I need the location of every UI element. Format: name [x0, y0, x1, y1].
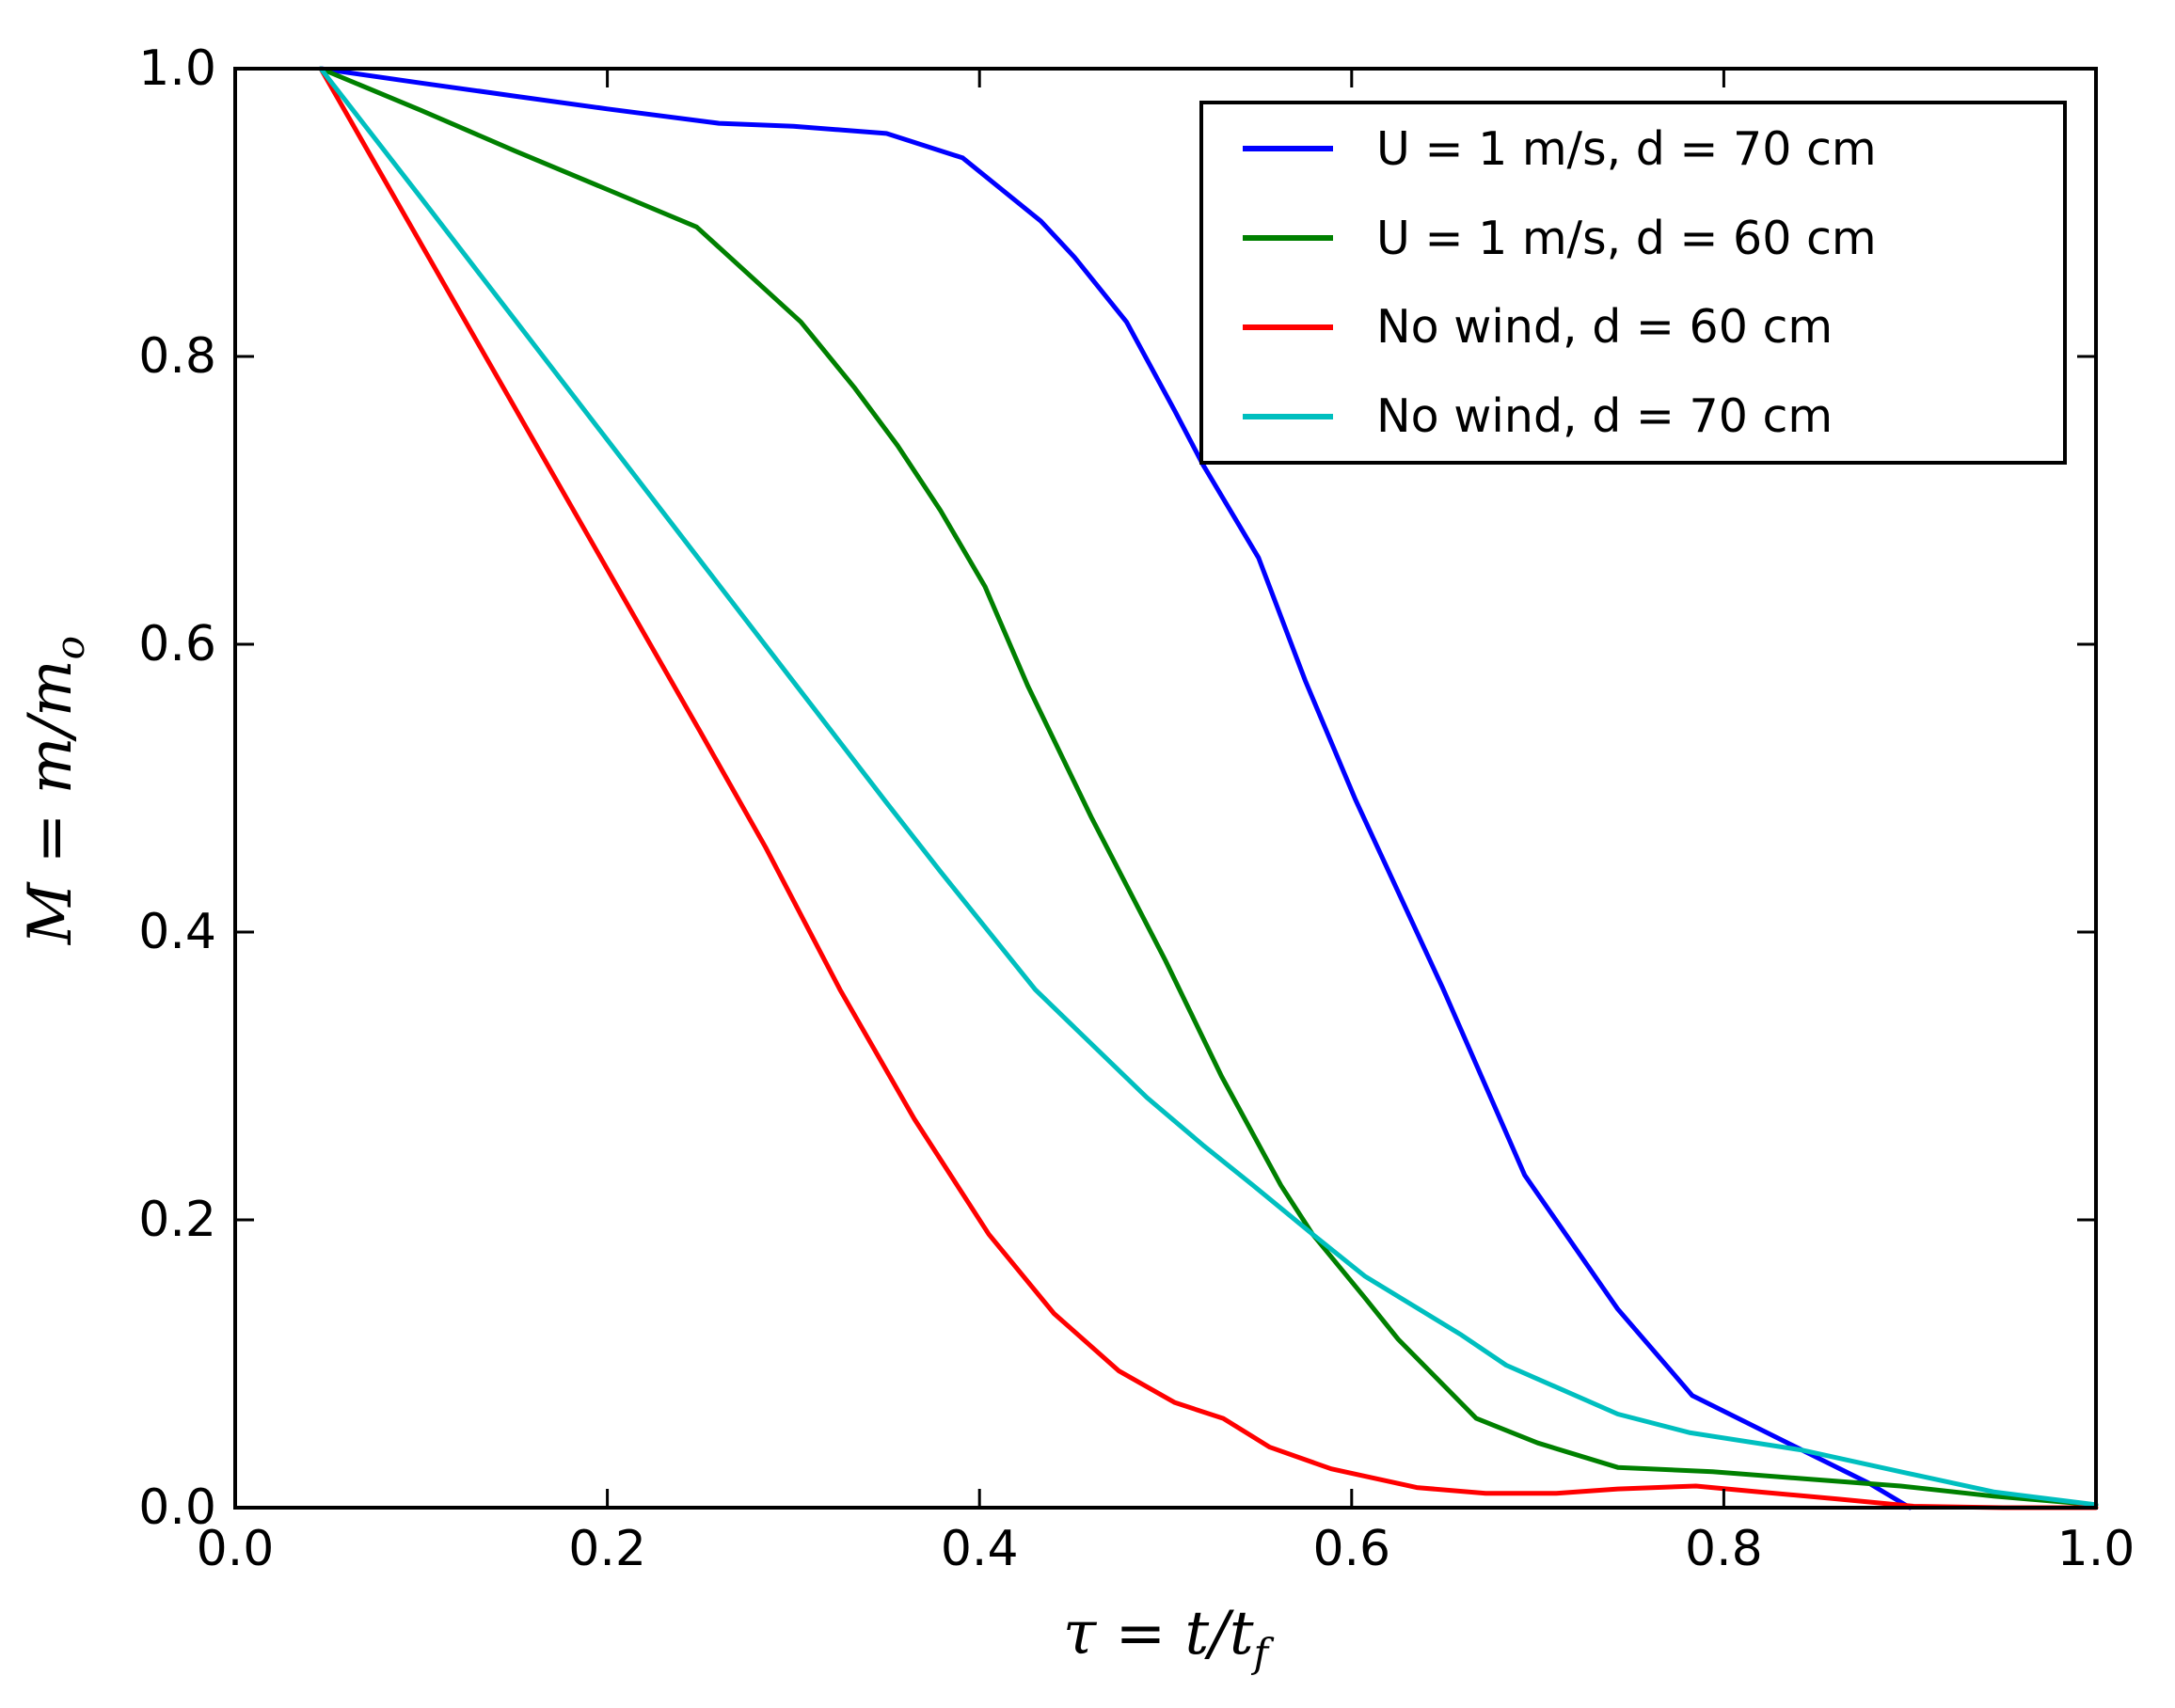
legend-label: U = 1 m/s, d = 70 cm	[1376, 121, 1877, 176]
axes-frame	[233, 67, 2098, 1510]
y-tick-label-0.0: 0.0	[138, 1479, 216, 1536]
legend-line-swatch-cyan	[1243, 413, 1333, 419]
x-tick-label-0.8: 0.8	[1685, 1521, 1763, 1577]
y-tick-label-0.8: 0.8	[138, 328, 216, 385]
series-line-nowind-d60	[318, 66, 2099, 1510]
legend-entry-u1-d70: U = 1 m/s, d = 70 cm	[1203, 104, 2063, 194]
legend-line-swatch-green	[1243, 235, 1333, 242]
y-tick-label-1.0: 1.0	[138, 40, 216, 97]
legend-entry-nowind-d60: No wind, d = 60 cm	[1203, 283, 2063, 372]
series-line-u1-d60	[318, 66, 2099, 1508]
x-axis-label-subscript: f	[1253, 1629, 1269, 1676]
legend-label: No wind, d = 70 cm	[1376, 389, 1834, 444]
series-line-nowind-d70	[318, 66, 2099, 1508]
y-axis-label: M = m/mo	[16, 636, 93, 944]
x-tick-label-0.4: 0.4	[940, 1521, 1019, 1577]
series-line-u1-d70	[318, 66, 1913, 1510]
x-tick-label-0.6: 0.6	[1312, 1521, 1391, 1577]
x-tick-label-0.2: 0.2	[568, 1521, 646, 1577]
y-tick-label-0.2: 0.2	[138, 1192, 216, 1248]
legend-label: U = 1 m/s, d = 60 cm	[1376, 211, 1877, 265]
y-axis-label-main: M = m/m	[16, 659, 87, 945]
x-axis-label: τ = t/tf	[1063, 1599, 1268, 1676]
x-axis-label-main: τ = t/t	[1062, 1599, 1254, 1668]
y-axis-label-subscript: o	[46, 635, 93, 660]
y-tick-label-0.6: 0.6	[138, 616, 216, 672]
y-tick-label-0.4: 0.4	[138, 904, 216, 960]
legend-entry-u1-d60: U = 1 m/s, d = 60 cm	[1203, 194, 2063, 283]
x-tick-label-1.0: 1.0	[2056, 1521, 2135, 1577]
legend-entry-nowind-d70: No wind, d = 70 cm	[1203, 372, 2063, 461]
legend-box: U = 1 m/s, d = 70 cm U = 1 m/s, d = 60 c…	[1199, 101, 2067, 465]
legend-line-swatch-blue	[1243, 146, 1333, 152]
x-tick-label-0.0: 0.0	[196, 1521, 275, 1577]
legend-label: No wind, d = 60 cm	[1376, 300, 1834, 355]
legend-line-swatch-red	[1243, 324, 1333, 330]
